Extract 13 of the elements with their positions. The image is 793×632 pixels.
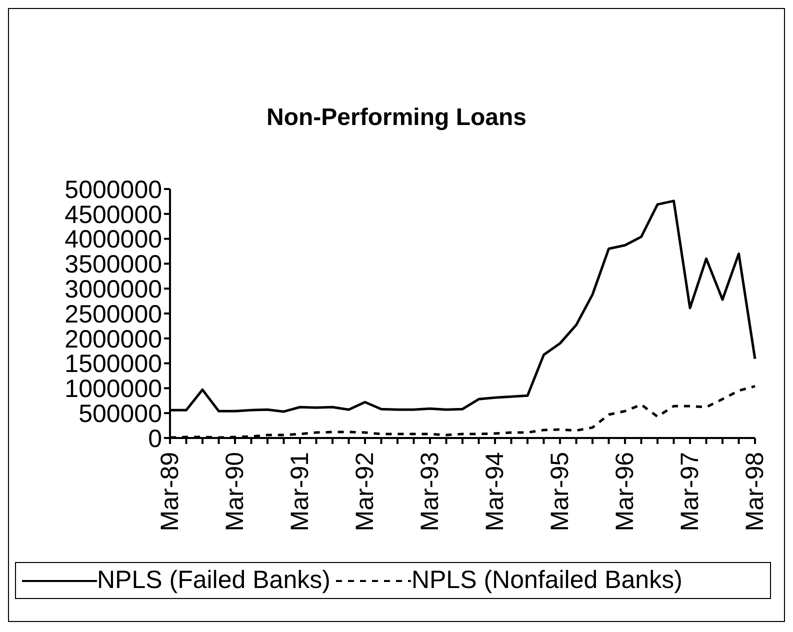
x-tick-label: Mar-92: [351, 452, 379, 532]
chart-title: Non-Performing Loans: [265, 104, 528, 132]
x-tick-label: Mar-93: [416, 452, 444, 532]
legend-label: NPLS (Nonfailed Banks): [411, 566, 682, 595]
x-tick-label: Mar-91: [286, 452, 314, 532]
x-tick-label: Mar-98: [741, 452, 769, 532]
x-tick-label: Mar-97: [676, 452, 704, 532]
legend-label: NPLS (Failed Banks): [97, 566, 330, 595]
x-tick-label: Mar-95: [546, 452, 574, 532]
x-tick-label: Mar-96: [611, 452, 639, 532]
x-tick-label: Mar-90: [221, 452, 249, 532]
x-tick-label: Mar-94: [481, 452, 509, 532]
x-tick-label: Mar-89: [156, 452, 184, 532]
